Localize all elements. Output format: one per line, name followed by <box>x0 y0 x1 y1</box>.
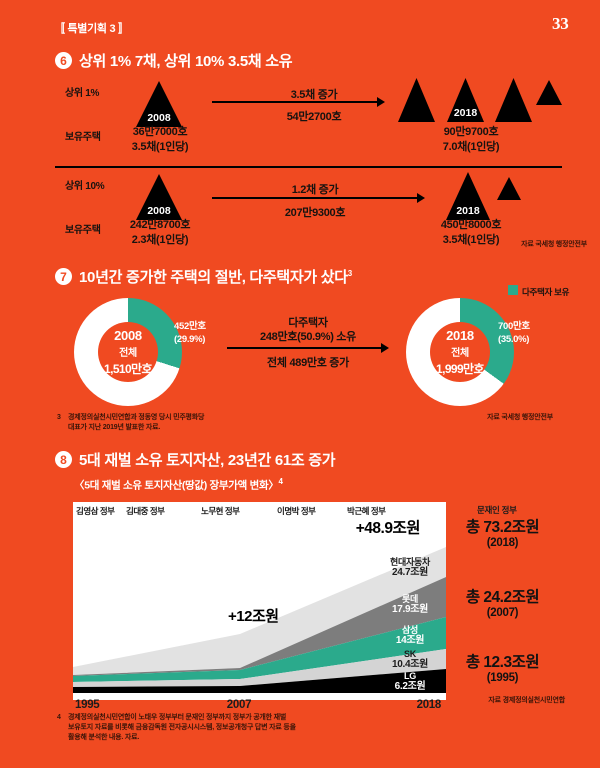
section-7-heading: 7 10년간 증가한 주택의 절반, 다주택자가 샀다3 <box>55 266 352 287</box>
donut-2008-center: 2008 전체 1,510만호 <box>74 298 182 406</box>
row1-right-total: 90만9700호 <box>443 126 499 138</box>
company-label-hyundai: 현대자동차 24.7조원 <box>390 557 430 578</box>
middle-annotation-top: 다주택자 248만호(50.9%) 소유 <box>260 317 356 343</box>
chart-subtitle: 〈5대 재벌 소유 토지자산(땅값) 장부가액 변화〉4 <box>74 477 283 492</box>
increase-annotation-2018: +48.9조원 <box>355 520 421 537</box>
donut-2018-center: 2018 전체 1,999만호 <box>406 298 514 406</box>
row2-increase-per-person: 1.2채 증가 <box>291 184 339 196</box>
gov-period-label: 노무현 정부 <box>201 506 240 516</box>
section-8-source: 자료 경제정의실천시민연합 <box>488 697 565 704</box>
row1-owned-label: 보유주택 <box>65 132 101 143</box>
increase-annotation-2007: +12조원 <box>228 608 279 625</box>
page-number: 33 <box>552 14 569 33</box>
footnote-4-line1: 경제정의실천시민연합이 노태우 정부부터 문재인 정부까지 정부가 공개한 재벌 <box>68 714 287 721</box>
gov-period-label: 김대중 정부 <box>126 506 165 516</box>
donut-chart-2008: 2008 전체 1,510만호 <box>74 298 182 406</box>
area-layer-lotte <box>73 577 446 676</box>
x-axis-label-2018: 2018 <box>416 699 442 711</box>
house-triangle-2018-row2-icon: 2018 <box>446 172 490 220</box>
donut-center-value: 1,999만호 <box>436 361 485 376</box>
gov-period-label: 박근혜 정부 <box>347 506 386 516</box>
house-triangle-2018-row1-icon <box>398 78 435 122</box>
footnote-3-line2: 대표가 지난 2019년 발표한 자료. <box>68 424 161 431</box>
x-axis-label-1995: 1995 <box>75 699 100 711</box>
house-triangle-small-row1-icon <box>536 80 562 105</box>
donut-year: 2018 <box>446 327 474 343</box>
row2-left-total: 242만8700호 <box>129 219 191 231</box>
donut-center-label: 전체 <box>119 347 137 359</box>
company-label-lg: LG 6.2조원 <box>394 671 426 692</box>
area-layer-lg <box>73 669 446 693</box>
row2-arrow-icon <box>212 193 425 203</box>
section-6-number-icon: 6 <box>55 52 72 69</box>
row2-right-total: 450만8000호 <box>440 219 502 231</box>
area-layer-samsung <box>73 617 446 682</box>
row2-right-per-person: 3.5채(1인당) <box>442 234 500 246</box>
total-1995: 총 12.3조원 (1995) <box>465 654 540 684</box>
middle-annotation-bottom: 전체 489만호 증가 <box>267 357 349 369</box>
footnote-reference: 4 <box>278 477 283 486</box>
section-6-title: 상위 1% 7채, 상위 10% 3.5채 소유 <box>79 53 293 70</box>
land-assets-area-chart: 김영삼 정부 김대중 정부 노무현 정부 이명박 정부 박근혜 정부 +48.9… <box>73 502 446 700</box>
area-layer-hyundai <box>73 547 446 675</box>
row2-group-label: 상위 10% <box>65 181 105 192</box>
legend-swatch-icon <box>508 285 518 295</box>
house-triangle-2018-row1-icon: 2018 <box>447 78 484 122</box>
row1-right-per-person: 7.0채(1인당) <box>442 141 500 153</box>
footnote-4-line2: 보유토지 자료를 비롯해 금융감독원 전자공시시스템, 정보공개청구 답변 자료… <box>68 724 296 731</box>
x-axis-label-2007: 2007 <box>226 699 252 711</box>
section-6-source: 자료 국세청 행정안전부 <box>521 241 587 248</box>
company-label-samsung: 삼성 14조원 <box>395 625 425 646</box>
donut-2008-slice-label: 452만호 (29.9%) <box>174 321 206 345</box>
triangle-year-label: 2008 <box>147 112 171 124</box>
legend-label: 다주택자 보유 <box>522 287 570 297</box>
total-2007: 총 24.2조원 (2007) <box>465 589 540 619</box>
row2-increase-homes: 207만9300호 <box>284 207 346 219</box>
company-label-sk: SK 10.4조원 <box>391 649 429 670</box>
triangle-year-label: 2018 <box>456 205 480 217</box>
house-triangle-2008-row2-icon: 2008 <box>136 174 182 220</box>
triangle-year-label: 2018 <box>453 107 478 119</box>
triangle-year-label: 2008 <box>147 205 171 217</box>
footnote-4-line3: 활용해 분석한 내용. 자료. <box>68 734 140 741</box>
row1-left-per-person: 3.5채(1인당) <box>131 141 189 153</box>
donut-center-label: 전체 <box>451 347 469 359</box>
gov-period-label: 이명박 정부 <box>277 506 316 516</box>
house-triangle-small-row2-icon <box>497 177 521 200</box>
row1-arrow-icon <box>212 97 385 107</box>
row1-left-total: 36만7000호 <box>132 126 188 138</box>
donut-center-value: 1,510만호 <box>104 361 153 376</box>
row1-increase-per-person: 3.5채 증가 <box>290 89 338 101</box>
middle-arrow-icon <box>227 343 389 353</box>
section-7-number-icon: 7 <box>55 268 72 285</box>
gov-period-label-moon: 문재인 정부 <box>477 505 517 515</box>
section-8-heading: 8 5대 재벌 소유 토지자산, 23년간 61조 증가 <box>55 449 336 470</box>
section-8-number-icon: 8 <box>55 451 72 468</box>
donut-2018-slice-label: 700만호 (35.0%) <box>498 321 530 345</box>
section-7-title: 10년간 증가한 주택의 절반, 다주택자가 샀다3 <box>79 269 352 286</box>
footnote-reference: 3 <box>347 269 352 278</box>
section-6-heading: 6 상위 1% 7채, 상위 10% 3.5채 소유 <box>55 50 293 71</box>
footnote-3-number: 3 <box>57 414 61 421</box>
house-triangle-2008-row1-icon: 2008 <box>136 81 182 127</box>
company-label-lotte: 롯데 17.9조원 <box>391 594 429 615</box>
gov-period-label: 김영삼 정부 <box>76 506 115 516</box>
row-divider <box>55 166 562 168</box>
row2-left-per-person: 2.3채(1인당) <box>131 234 189 246</box>
area-layer-sk <box>73 649 446 687</box>
section-8-title: 5대 재벌 소유 토지자산, 23년간 61조 증가 <box>79 452 336 469</box>
special-feature-badge: 〚 특별기획 3 〛 <box>54 23 129 35</box>
row2-owned-label: 보유주택 <box>65 225 101 236</box>
donut-year: 2008 <box>114 327 142 343</box>
house-triangle-2018-row1-icon <box>495 78 532 122</box>
donut-chart-2018: 2018 전체 1,999만호 <box>406 298 514 406</box>
row1-group-label: 상위 1% <box>65 88 100 99</box>
section-7-source: 자료 국세청 행정안전부 <box>487 414 553 421</box>
footnote-4-number: 4 <box>57 714 61 721</box>
footnote-3-line1: 경제정의실천시민연합과 정동영 당시 민주평화당 <box>68 414 205 421</box>
total-2018: 총 73.2조원 (2018) <box>465 519 540 549</box>
row1-increase-homes: 54만2700호 <box>286 111 342 123</box>
stacked-area-plot <box>73 547 446 693</box>
